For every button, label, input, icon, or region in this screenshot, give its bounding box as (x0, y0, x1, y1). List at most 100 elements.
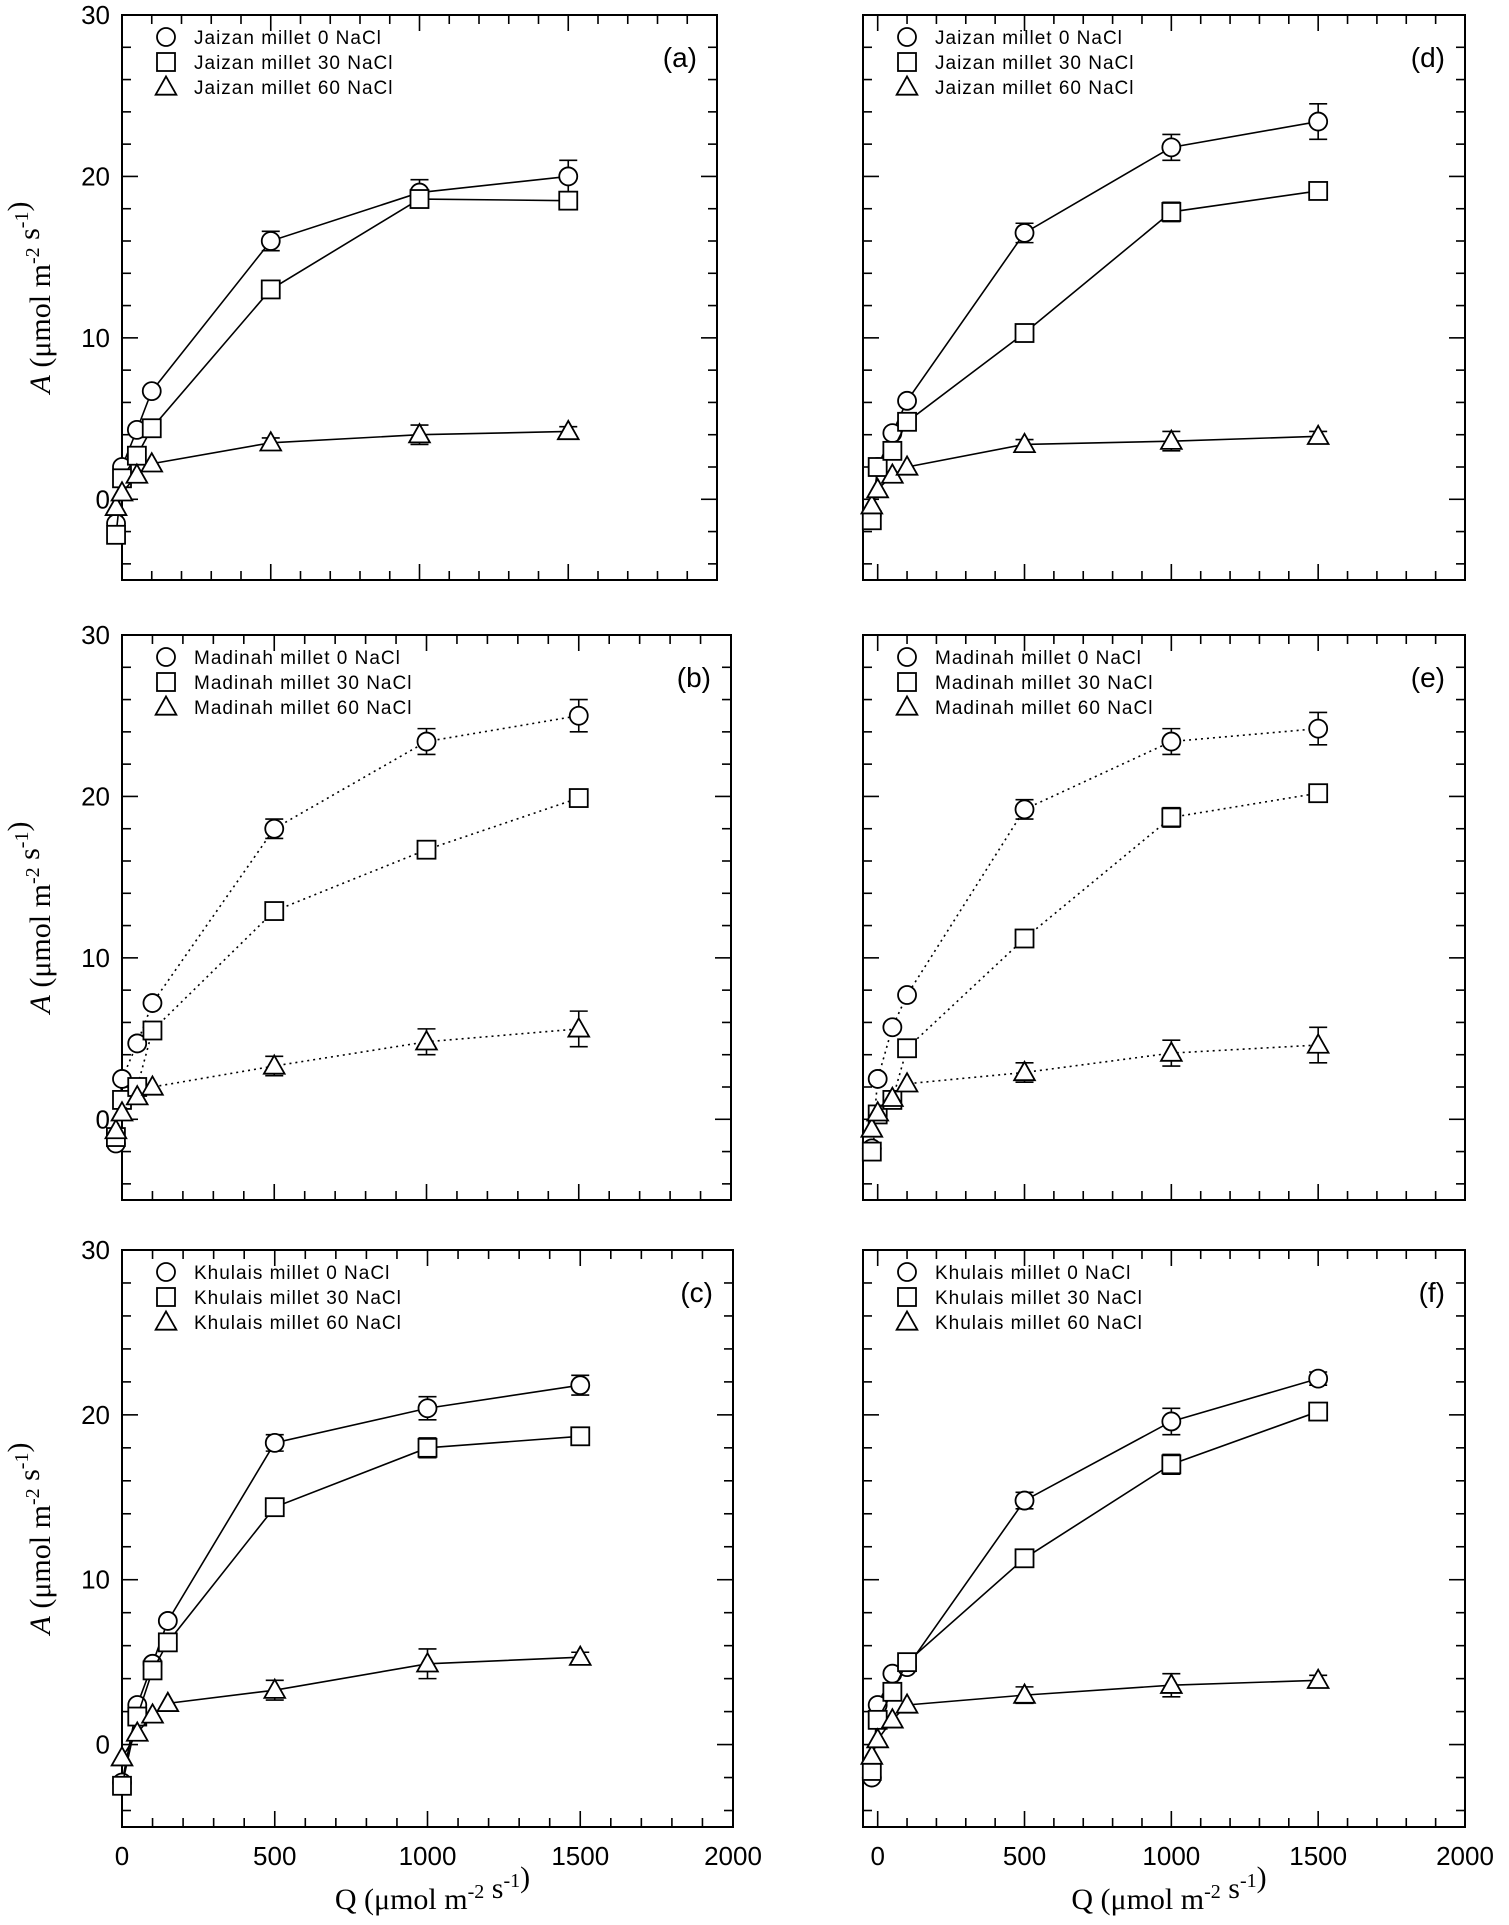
series-line (871, 1679, 1319, 1757)
data-point-triangle (415, 1651, 440, 1673)
series-line (871, 1044, 1319, 1130)
data-point-circle (867, 1069, 888, 1089)
series-square (861, 181, 1329, 531)
legend-label: Jaizan millet 0 NaCl (935, 28, 1123, 49)
series-circle (112, 1374, 591, 1793)
data-point-triangle (110, 1100, 134, 1122)
data-point-triangle (865, 477, 890, 499)
panel-b: 30 20 10 0 A (μmol m-2 s-1) (b) Madinah millet… (2, 620, 732, 1201)
series-line (871, 792, 1319, 1152)
y-axis-title: A (μmol m-2 s-1) (2, 202, 57, 396)
x-axis-ticks (121, 1250, 734, 1827)
y-axis-ticks (122, 634, 731, 1185)
series-circle (106, 159, 579, 534)
legend-label: Jaizan millet 30 NaCl (194, 53, 393, 74)
panel-e: (e) Madinah millet 0 NaCl Madinah millet 3… (859, 634, 1466, 1201)
series-square (106, 189, 579, 545)
series-circle (106, 698, 589, 1154)
legend-label: Khulais millet 60 NaCl (935, 1313, 1143, 1334)
data-point-square (417, 1437, 438, 1458)
legend-label: Madinah millet 0 NaCl (194, 648, 401, 669)
data-point-circle (264, 1432, 285, 1453)
data-point-triangle (1306, 1032, 1331, 1054)
legend-label: Madinah millet 0 NaCl (935, 648, 1142, 669)
x-axis-ticks (876, 1250, 1466, 1827)
y-axis-title: A (μmol m-2 s-1) (2, 822, 57, 1016)
legend-marker-square (897, 1287, 917, 1307)
y-tick-label: 20 (81, 1400, 110, 1430)
plot-frame (121, 14, 718, 581)
data-point-triangle (865, 1100, 890, 1122)
data-point-circle (416, 731, 437, 752)
series-line (121, 1656, 581, 1759)
data-point-square (568, 788, 589, 808)
data-point-square (416, 839, 437, 860)
y-tick-label: 10 (81, 943, 110, 973)
data-point-circle (157, 1611, 178, 1631)
data-point-triangle (1159, 1672, 1184, 1694)
x-tick-label: 1000 (399, 1841, 457, 1871)
panel-label: (e) (1411, 662, 1445, 693)
data-point-circle (1014, 1490, 1035, 1511)
legend-marker-triangle (895, 694, 919, 716)
y-tick-label: 20 (81, 161, 110, 191)
series-square (861, 783, 1329, 1162)
panel-label: (c) (680, 1277, 713, 1308)
data-point-square (897, 411, 917, 432)
legend-marker-circle (897, 27, 917, 47)
legend-label: Madinah millet 30 NaCl (194, 673, 412, 694)
data-point-square (142, 1660, 163, 1681)
series-line (871, 435, 1319, 507)
data-point-triangle (1306, 1667, 1331, 1689)
series-triangle (110, 1644, 593, 1767)
legend-marker-triangle (895, 1309, 919, 1331)
data-point-circle (558, 166, 579, 187)
data-point-triangle (104, 1118, 128, 1140)
x-axis-ticks (876, 15, 1466, 580)
legend-marker-square (156, 52, 176, 72)
panel-label: (f) (1419, 1277, 1445, 1308)
data-point-square (867, 457, 888, 477)
data-point-circle (142, 993, 163, 1013)
panel-label: (d) (1411, 42, 1445, 73)
data-point-circle (417, 1398, 438, 1419)
data-point-square (1161, 1454, 1182, 1475)
data-point-triangle (407, 422, 432, 444)
data-point-triangle (155, 1690, 180, 1712)
data-point-square (141, 418, 162, 439)
series-square (112, 1426, 591, 1796)
y-tick-label: 0 (96, 1730, 110, 1760)
series-line (871, 1410, 1319, 1772)
panel-label: (a) (663, 42, 697, 73)
legend-marker-triangle (154, 74, 178, 96)
data-point-triangle (1159, 1040, 1184, 1062)
y-tick-label: 0 (96, 1104, 110, 1134)
series-line (115, 430, 569, 508)
data-point-circle (1308, 111, 1329, 132)
y-axis-ticks (863, 1249, 1465, 1812)
data-point-square (882, 440, 903, 461)
legend: Madinah millet 0 NaCl Madinah millet 30 N… (154, 647, 412, 719)
data-point-triangle (880, 1085, 905, 1107)
series-line (115, 714, 579, 1144)
y-tick-label: 10 (81, 323, 110, 353)
data-point-triangle (1159, 428, 1184, 450)
data-point-circle (1014, 223, 1035, 243)
series-line (871, 727, 1319, 1149)
series-triangle (859, 1026, 1331, 1138)
legend-label: Jaizan millet 60 NaCl (194, 78, 393, 99)
data-point-circle (141, 381, 162, 402)
x-tick-label: 1000 (1142, 1841, 1200, 1871)
data-point-triangle (262, 1677, 287, 1699)
data-point-triangle (566, 1016, 591, 1038)
data-point-square (1161, 202, 1182, 222)
data-point-square (861, 1141, 882, 1162)
legend-marker-circle (897, 647, 917, 667)
y-tick-label: 30 (81, 1235, 110, 1265)
series-line (871, 1377, 1319, 1778)
x-tick-label: 2000 (704, 1841, 762, 1871)
data-point-triangle (110, 480, 134, 502)
series-line (115, 175, 569, 524)
legend-marker-circle (156, 647, 176, 667)
legend-marker-square (897, 672, 917, 692)
